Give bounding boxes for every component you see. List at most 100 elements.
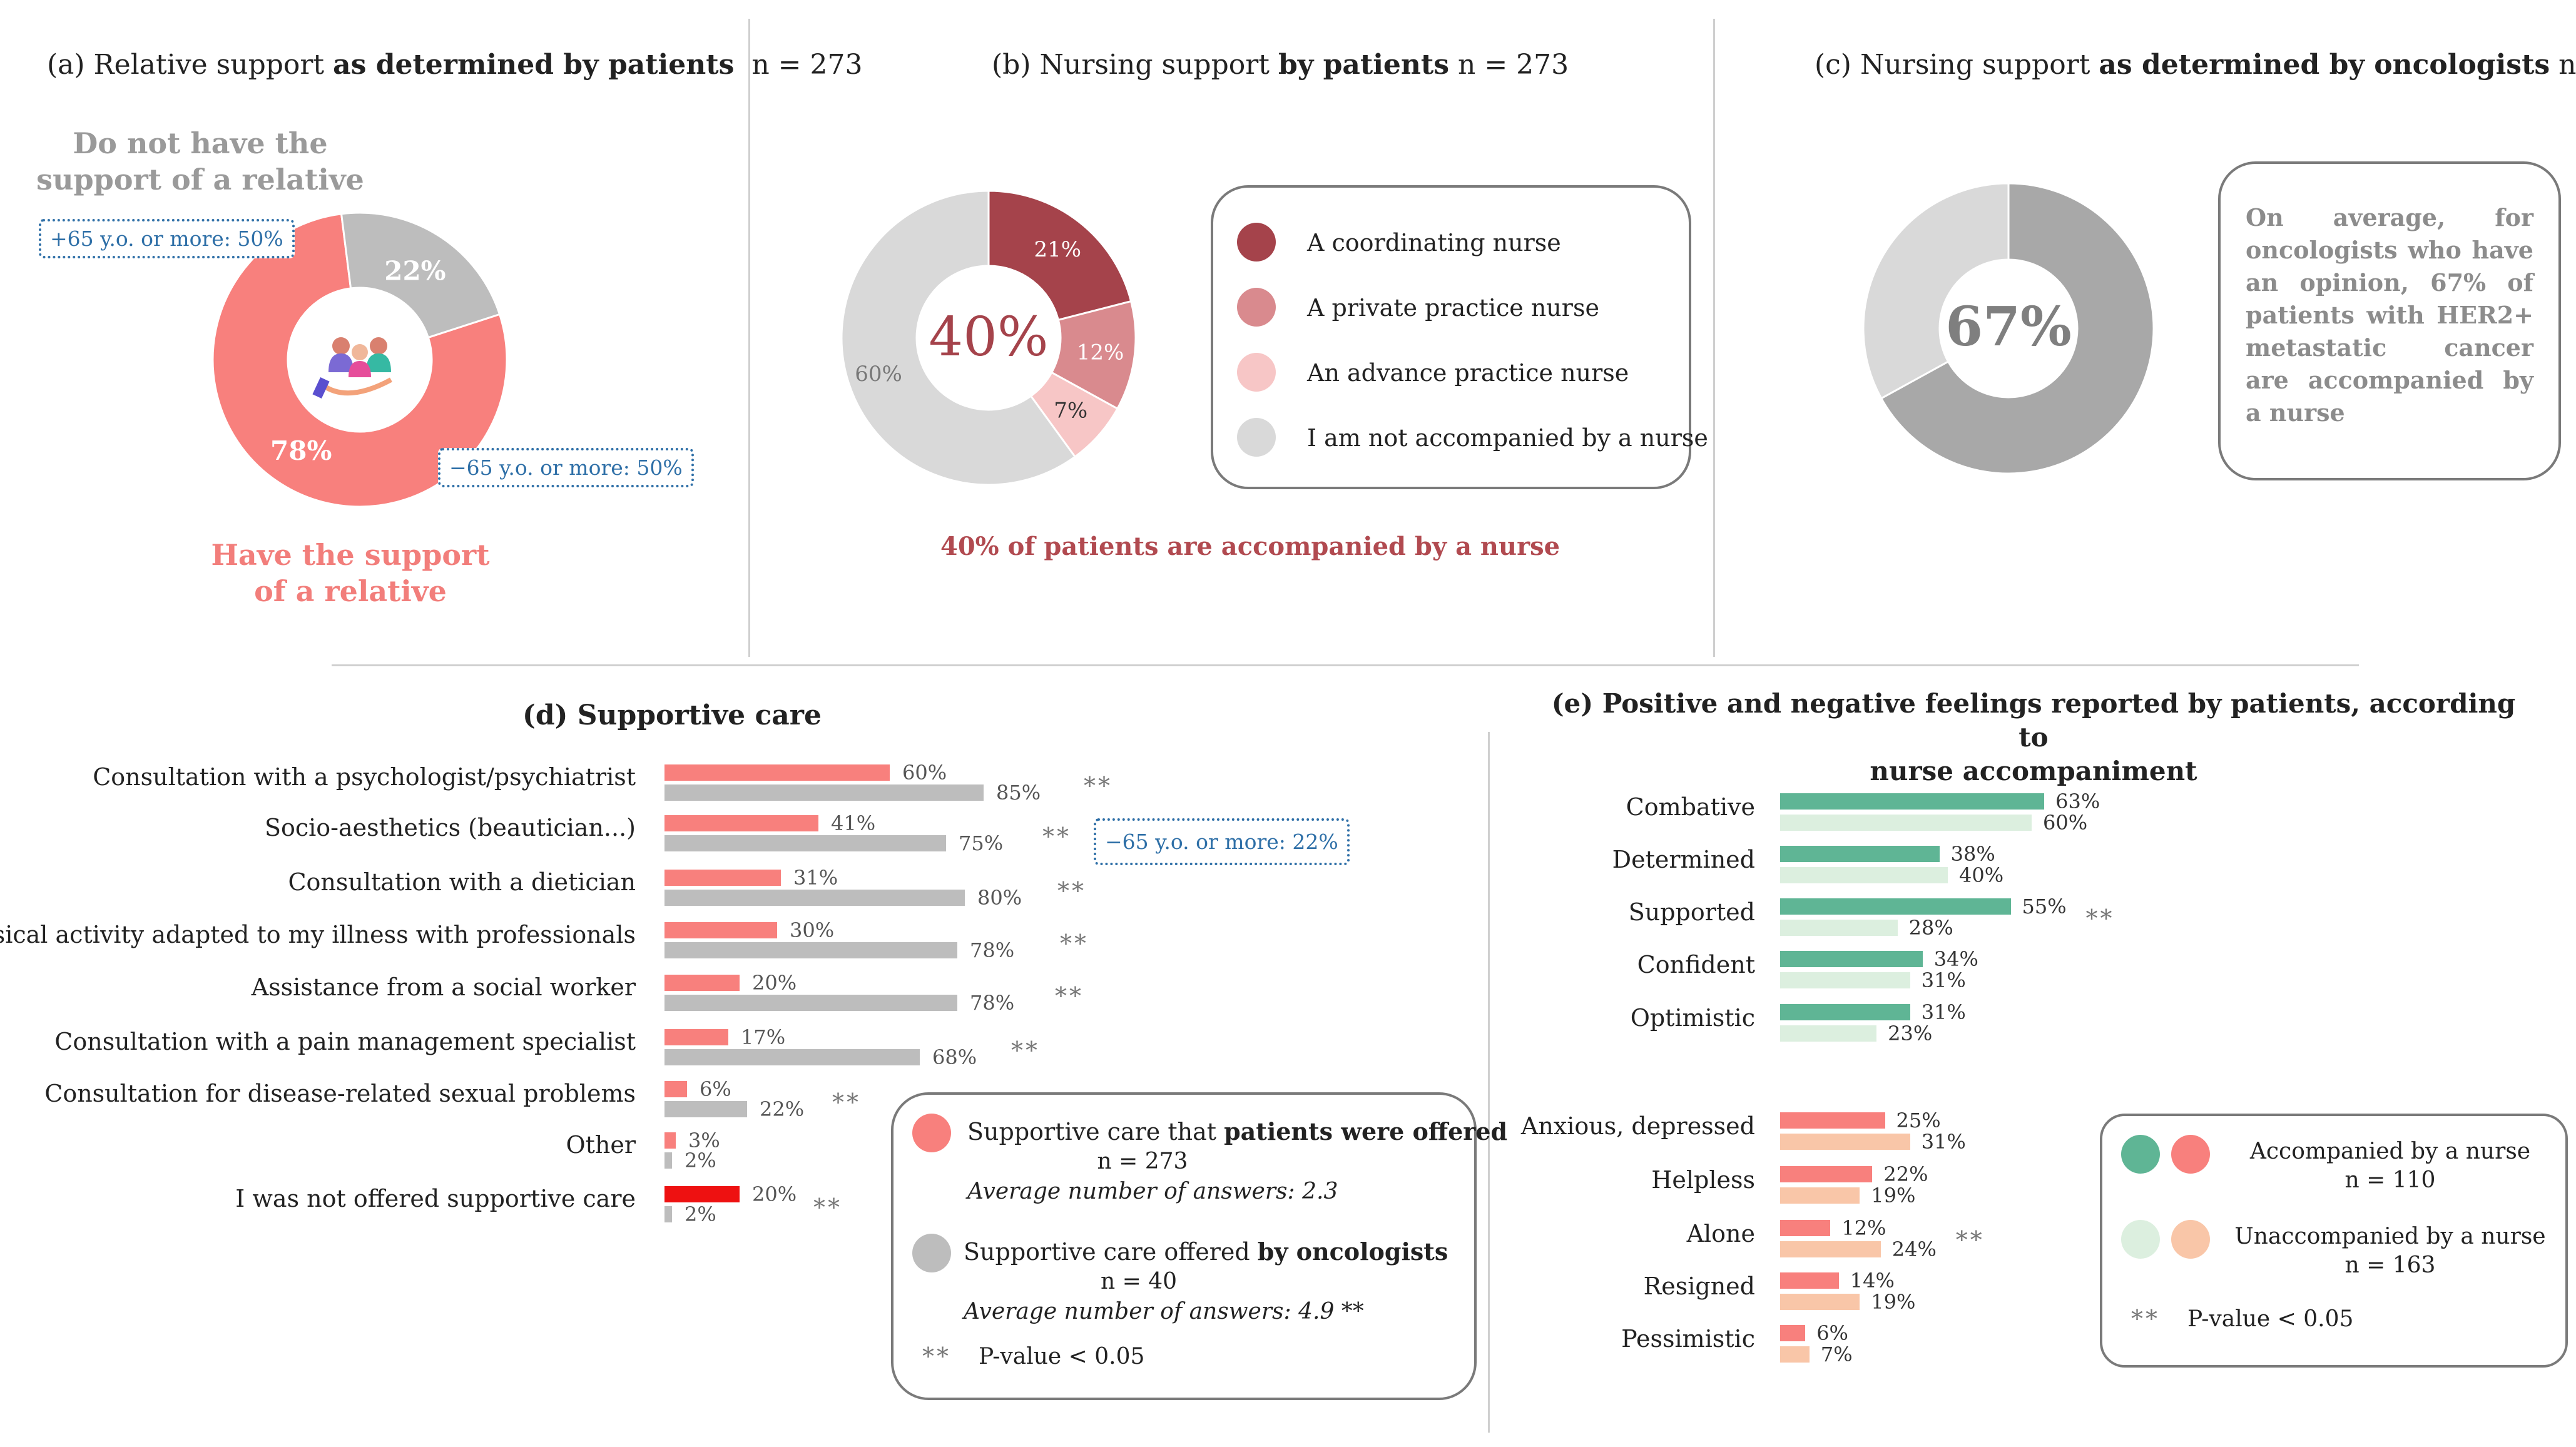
- bar-value-label: 63%: [2055, 790, 2100, 813]
- bar-patients: [664, 1132, 676, 1149]
- panel-c-note-box: On average, for oncologists who have an …: [2218, 161, 2561, 480]
- panel-e-title: (e) Positive and negative feelings repor…: [1551, 688, 2516, 786]
- bar-unaccompanied: [1780, 920, 1898, 936]
- bar-accompanied: [1780, 951, 1923, 967]
- legend-d-patients-n: n = 273: [1097, 1149, 1188, 1174]
- legend-b-dot-2: [1237, 353, 1276, 392]
- bar-value-label: 78%: [970, 938, 1015, 962]
- legend-b-dot-0: [1237, 223, 1276, 261]
- legend-e-pvalue: P-value < 0.05: [2187, 1306, 2354, 1332]
- legend-d-onco-avg: Average number of answers: 4.9 **: [964, 1299, 1364, 1324]
- significance-stars: **: [1955, 1226, 1985, 1254]
- legend-e-unacc-n: n = 163: [2344, 1252, 2436, 1278]
- bar-patients: [664, 815, 818, 831]
- legend-d-onco-n: n = 40: [1100, 1269, 1178, 1294]
- legend-e-unacc-orange-dot: [2171, 1220, 2210, 1259]
- bar-unaccompanied: [1780, 972, 1910, 988]
- bar-unaccompanied: [1780, 1294, 1860, 1310]
- panel-b-legend: A coordinating nurse A private practice n…: [1211, 185, 1708, 489]
- bar-value-label: 55%: [2022, 895, 2067, 918]
- bar-value-label: 17%: [741, 1025, 786, 1049]
- legend-e-acc-label: Accompanied by a nurse: [2249, 1139, 2531, 1164]
- legend-d-pvalue: P-value < 0.05: [979, 1344, 1145, 1369]
- panel-a-title: (a) Relative support as determined by pa…: [47, 49, 863, 81]
- chart-c-center-value: 67%: [1945, 295, 2071, 358]
- bar-accompanied: [1780, 1220, 1831, 1236]
- bar-value-label: 7%: [1820, 1343, 1853, 1366]
- legend-d-stars: **: [922, 1343, 951, 1370]
- family-support-icon: [312, 337, 392, 399]
- divider-bc: [1713, 19, 1715, 657]
- bar-value-label: 22%: [1883, 1162, 1928, 1186]
- panel-d-legend: Supportive care that patients were offer…: [891, 1092, 1507, 1400]
- panel-b-footer: 40% of patients are accompanied by a nur…: [940, 532, 1560, 561]
- bar-oncologists: [664, 890, 965, 906]
- bar-value-label: 85%: [996, 781, 1041, 805]
- slice-label-b-1: 12%: [1077, 340, 1124, 365]
- callout-d-under65: −65 y.o. or more: 22%: [1094, 818, 1350, 865]
- slice-label-b-3: 60%: [855, 362, 902, 387]
- slice-label-a-1: 22%: [384, 256, 445, 287]
- legend-b-label-1: A private practice nurse: [1307, 294, 1599, 322]
- legend-b-label-0: A coordinating nurse: [1307, 229, 1561, 256]
- bar-patients: [664, 1081, 687, 1097]
- bar-value-label: 31%: [1921, 968, 1966, 992]
- slice-label-a-0: 78%: [270, 435, 332, 466]
- bar-patients: [664, 922, 777, 938]
- significance-stars: **: [1060, 930, 1089, 957]
- bar-value-label: 2%: [685, 1149, 716, 1172]
- legend-d-onco-label: Supportive care offered by oncologists: [964, 1237, 1448, 1266]
- panel-c-title: (c) Nursing support as determined by onc…: [1815, 49, 2576, 81]
- bar-value-label: 2%: [685, 1202, 716, 1226]
- divider-top-bottom: [332, 664, 2359, 666]
- bar-accompanied: [1780, 1272, 1839, 1289]
- feeling-label: Confident: [1637, 951, 1755, 978]
- legend-e-acc-n: n = 110: [2344, 1167, 2436, 1193]
- significance-stars: **: [2085, 905, 2115, 932]
- bar-value-label: 19%: [1871, 1184, 1916, 1207]
- slice-b-0: [987, 190, 1133, 322]
- bar-unaccompanied: [1780, 1134, 1910, 1150]
- significance-stars: **: [1084, 772, 1112, 800]
- bar-accompanied: [1780, 1112, 1885, 1129]
- bar-accompanied: [1780, 793, 2045, 810]
- bar-value-label: 24%: [1891, 1237, 1937, 1261]
- callout-under65: −65 y.o. or more: 50%: [438, 448, 694, 487]
- bar-oncologists: [664, 835, 946, 851]
- significance-stars: **: [1042, 823, 1071, 850]
- bar-value-label: 20%: [752, 1182, 797, 1206]
- panel-d-title: (d) Supportive care: [522, 699, 822, 731]
- bar-patients: [664, 764, 890, 781]
- bar-unaccompanied: [1780, 867, 1948, 883]
- bar-value-label: 25%: [1896, 1109, 1941, 1132]
- bar-unaccompanied: [1780, 815, 2032, 831]
- bar-value-label: 23%: [1888, 1022, 1933, 1045]
- legend-e-stars: **: [2131, 1305, 2160, 1333]
- feeling-label: Resigned: [1643, 1272, 1755, 1300]
- bar-accompanied: [1780, 1166, 1873, 1182]
- category-label: Other: [566, 1131, 636, 1159]
- category-label: Assistance from a social worker: [251, 973, 636, 1001]
- bar-value-label: 68%: [932, 1045, 977, 1069]
- bar-value-label: 3%: [688, 1129, 720, 1152]
- bar-value-label: 31%: [793, 866, 838, 890]
- bar-value-label: 19%: [1871, 1290, 1916, 1314]
- bar-value-label: 40%: [1959, 863, 2004, 887]
- slice-label-b-0: 21%: [1034, 237, 1082, 262]
- category-label: Consultation for disease-related sexual …: [44, 1080, 636, 1107]
- bar-accompanied: [1780, 898, 2011, 915]
- divider-ab: [748, 19, 750, 657]
- bar-value-label: 41%: [831, 811, 876, 835]
- bar-value-label: 78%: [970, 991, 1015, 1015]
- significance-stars: **: [1011, 1037, 1040, 1064]
- bar-oncologists: [664, 942, 957, 958]
- category-label: Consultation with a psychologist/psychia…: [93, 763, 636, 791]
- bar-accompanied: [1780, 1004, 1910, 1020]
- slice-c-0: [1880, 182, 2155, 475]
- slice-label-b-2: 7%: [1054, 399, 1087, 424]
- panel-b-title: (b) Nursing support by patients n = 273: [992, 49, 1569, 81]
- bar-oncologists: [664, 1049, 920, 1065]
- legend-e-unacc-green-dot: [2121, 1220, 2160, 1259]
- bar-unaccompanied: [1780, 1187, 1860, 1204]
- legend-d-patients-label: Supportive care that patients were offer…: [967, 1117, 1508, 1145]
